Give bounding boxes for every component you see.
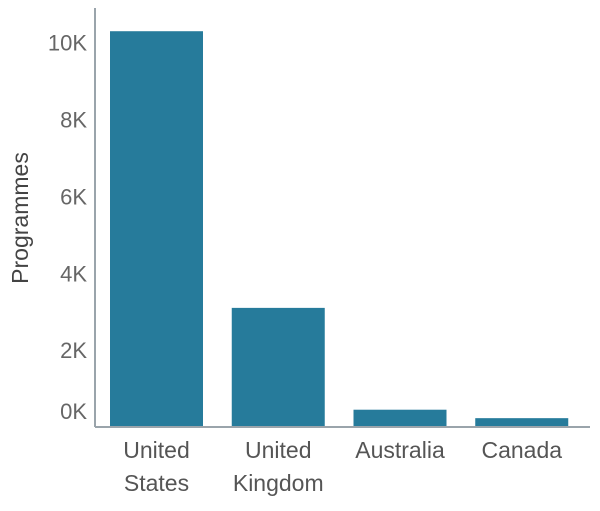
y-tick-label: 10K (48, 31, 87, 56)
x-category-label-line: Canada (481, 437, 562, 463)
y-tick-label: 4K (60, 261, 87, 286)
y-tick-label: 8K (60, 108, 87, 133)
x-category-label-line: Kingdom (233, 470, 324, 496)
y-tick-label: 2K (60, 338, 87, 363)
x-category-label-line: Australia (355, 437, 445, 463)
x-category-label-line: United (123, 437, 189, 463)
y-axis-title: Programmes (7, 152, 33, 284)
x-category-label: United Kingdom (233, 437, 324, 496)
x-category-label-line: United (245, 437, 311, 463)
bar (475, 418, 569, 427)
y-axis-ticks: 0K 2K 4K 6K 8K 10K (48, 31, 87, 424)
x-axis-labels: United States United Kingdom Australia Canada (123, 437, 562, 496)
bars (110, 31, 569, 428)
bar (231, 307, 325, 427)
bar (353, 409, 447, 427)
x-category-label: Canada (481, 437, 562, 463)
x-category-label-line: States (124, 470, 189, 496)
x-category-label: Australia (355, 437, 445, 463)
y-tick-label: 6K (60, 184, 87, 209)
x-category-label: United States (123, 437, 189, 496)
y-tick-label: 0K (60, 399, 87, 424)
bar (110, 31, 203, 428)
